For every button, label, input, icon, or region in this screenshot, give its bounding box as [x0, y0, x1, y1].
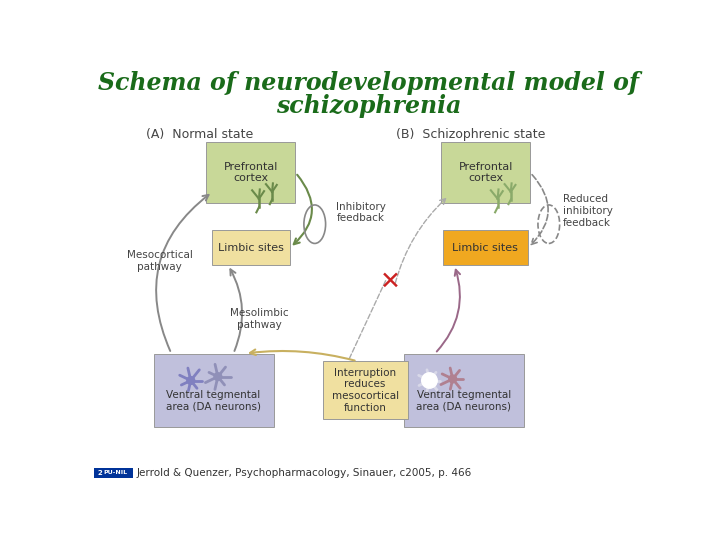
Bar	[212, 231, 290, 265]
Text: PU-NIL: PU-NIL	[103, 470, 127, 475]
Circle shape	[214, 373, 222, 381]
Circle shape	[422, 373, 437, 388]
Text: Reduced
inhibitory
feedback: Reduced inhibitory feedback	[563, 194, 613, 228]
Bar	[153, 354, 274, 427]
Text: 2: 2	[98, 469, 102, 476]
Text: Limbic sites: Limbic sites	[452, 242, 518, 253]
Circle shape	[449, 375, 456, 383]
Bar	[206, 142, 295, 204]
Circle shape	[187, 376, 194, 384]
Text: (B)  Schizophrenic state: (B) Schizophrenic state	[396, 128, 546, 141]
Text: schizophrenia: schizophrenia	[276, 94, 462, 118]
Circle shape	[426, 376, 433, 384]
Bar	[404, 354, 524, 427]
Text: ✕: ✕	[380, 270, 401, 294]
Bar	[323, 361, 408, 419]
Text: Prefrontal
cortex: Prefrontal cortex	[459, 162, 513, 184]
Text: Mesocortical
pathway: Mesocortical pathway	[127, 251, 193, 272]
Text: Schema of neurodevelopmental model of: Schema of neurodevelopmental model of	[99, 71, 639, 95]
Text: (A)  Normal state: (A) Normal state	[145, 128, 253, 141]
Text: Prefrontal
cortex: Prefrontal cortex	[224, 162, 278, 184]
Text: Limbic sites: Limbic sites	[218, 242, 284, 253]
Text: Ventral tegmental
area (DA neurons): Ventral tegmental area (DA neurons)	[416, 390, 511, 411]
Text: Mesolimbic
pathway: Mesolimbic pathway	[230, 308, 288, 330]
Text: Jerrold & Quenzer, Psychopharmacology, Sinauer, c2005, p. 466: Jerrold & Quenzer, Psychopharmacology, S…	[137, 468, 472, 478]
Text: Inhibitory
feedback: Inhibitory feedback	[336, 202, 387, 224]
Bar	[441, 142, 530, 204]
Bar	[94, 468, 132, 477]
Bar	[443, 231, 528, 265]
Text: Interruption
reduces
mesocortical
function: Interruption reduces mesocortical functi…	[332, 368, 399, 413]
Text: Ventral tegmental
area (DA neurons): Ventral tegmental area (DA neurons)	[166, 390, 261, 411]
